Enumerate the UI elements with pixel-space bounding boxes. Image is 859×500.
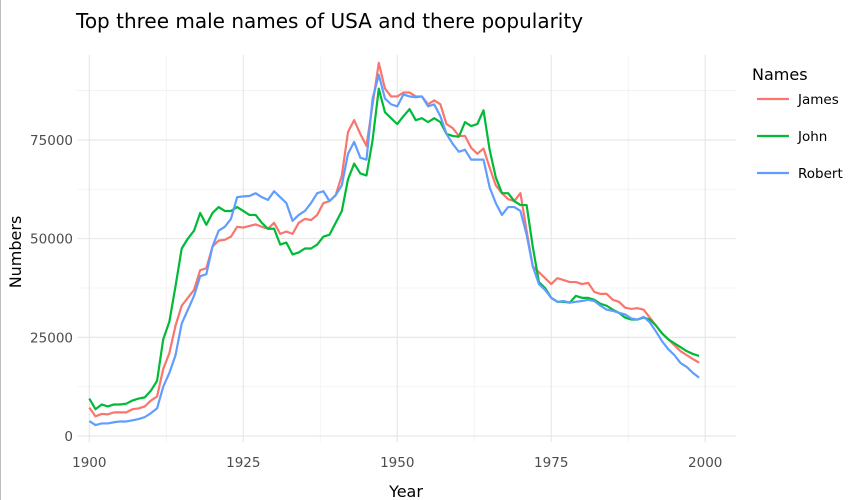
x-axis-title: Year [388, 482, 423, 500]
series-line-james [88, 61, 700, 418]
y-tick-label: 25000 [30, 330, 73, 346]
series-lines [88, 61, 700, 427]
series-line-john [88, 87, 700, 411]
legend-label-john: John [797, 129, 827, 145]
x-tick-label: 1900 [72, 455, 106, 471]
x-tick-label: 1925 [226, 455, 260, 471]
chart-title: Top three male names of USA and there po… [75, 9, 583, 33]
x-axis-ticks: 1900 1925 1950 1975 2000 [72, 455, 722, 471]
legend-title: Names [752, 65, 808, 84]
y-tick-label: 50000 [30, 232, 73, 248]
series-line-robert [88, 73, 700, 427]
y-axis-title: Numbers [6, 216, 25, 289]
x-tick-label: 1950 [380, 455, 414, 471]
y-tick-label: 75000 [30, 133, 73, 149]
y-axis-ticks: 0 25000 50000 75000 [30, 133, 73, 445]
x-tick-label: 2000 [688, 455, 722, 471]
legend: Names James John Robert [752, 65, 843, 182]
x-tick-label: 1975 [534, 455, 568, 471]
y-tick-label: 0 [64, 429, 73, 445]
legend-label-james: James [797, 92, 839, 108]
legend-label-robert: Robert [798, 166, 843, 182]
window-left-edge [0, 0, 1, 500]
